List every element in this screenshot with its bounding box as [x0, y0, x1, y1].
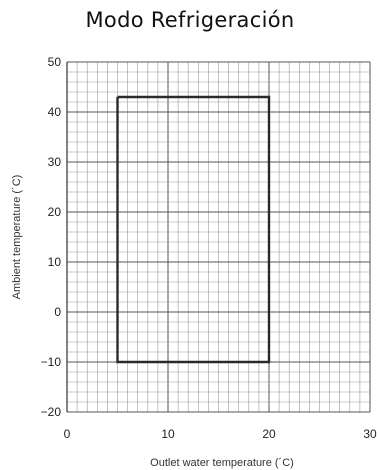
- y-tick-label: 20: [48, 205, 62, 219]
- x-tick-label: 0: [64, 427, 71, 441]
- x-tick-label: 10: [161, 427, 175, 441]
- y-tick-label: −20: [41, 405, 62, 419]
- operating-range-line: [116, 95, 271, 364]
- grid: [66, 61, 371, 413]
- y-tick-label: 50: [48, 55, 62, 69]
- y-tick-label: 40: [48, 105, 62, 119]
- x-tick-label: 20: [262, 427, 276, 441]
- y-tick-label: 10: [48, 255, 62, 269]
- x-tick-label: 30: [363, 427, 377, 441]
- y-tick-label: 0: [54, 305, 61, 319]
- y-tick-label: 30: [48, 155, 62, 169]
- plot-area: [116, 95, 271, 364]
- y-tick-label: −10: [41, 355, 62, 369]
- x-axis-label: Outlet water temperature (´C): [150, 457, 294, 469]
- chart-title: Modo Refrigeración: [85, 8, 295, 32]
- y-axis-label: Ambient temperature (´C): [11, 175, 23, 300]
